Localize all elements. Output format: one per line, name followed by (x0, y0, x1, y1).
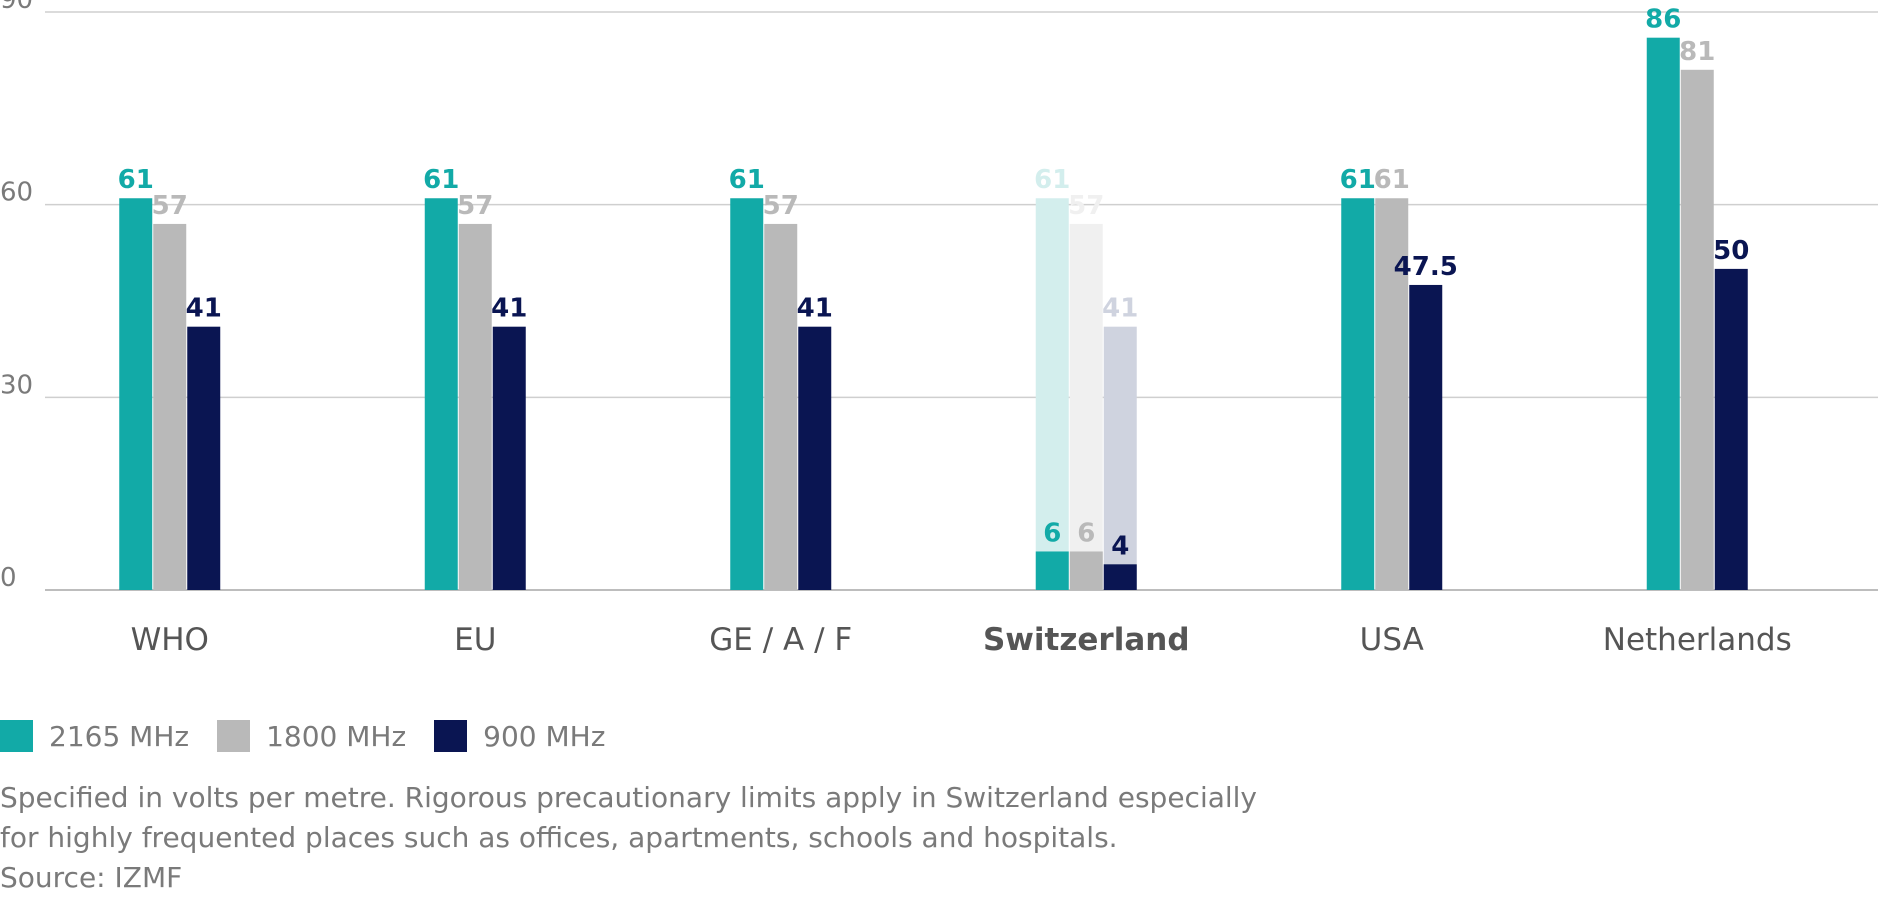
data-label: 61 (729, 165, 765, 195)
bar (492, 326, 526, 590)
legend-label-900: 900 MHz (483, 719, 606, 753)
footnote: Specified in volts per metre. Rigorous p… (0, 778, 1860, 898)
legend-swatch-1800 (217, 720, 251, 752)
legend-label-2165: 2165 MHz (49, 719, 190, 753)
x-category-label: Netherlands (1603, 622, 1792, 658)
precautionary-bar (1069, 551, 1103, 590)
data-label: 61 (118, 165, 154, 195)
bar (458, 223, 492, 590)
y-tick-label: 60 (0, 178, 33, 208)
precautionary-bar (1103, 564, 1137, 590)
data-label: 61 (423, 165, 459, 195)
data-label: 61 (1340, 165, 1376, 195)
precautionary-data-label: 6 (1077, 518, 1095, 548)
x-category-label: WHO (131, 622, 209, 658)
y-tick-label: 90 (0, 0, 33, 15)
data-label: 47.5 (1394, 252, 1458, 282)
y-tick-label: 0 (0, 563, 17, 593)
data-label: 57 (763, 191, 799, 221)
legend-label-1800: 1800 MHz (266, 719, 407, 753)
data-label: 61 (1374, 165, 1410, 195)
data-label: 41 (1102, 294, 1138, 324)
data-label: 61 (1034, 165, 1070, 195)
x-category-label: GE / A / F (709, 622, 852, 658)
legend: 2165 MHz 1800 MHz 900 MHz (0, 718, 633, 754)
data-label: 41 (186, 294, 222, 324)
legend-swatch-900 (434, 720, 468, 752)
bar (1103, 326, 1137, 590)
bar (187, 326, 221, 590)
bar (1341, 198, 1375, 590)
data-label: 57 (152, 191, 188, 221)
bar (798, 326, 832, 590)
legend-item-1800: 1800 MHz (217, 720, 406, 753)
legend-swatch-2165 (0, 720, 33, 752)
data-label: 57 (1068, 191, 1104, 221)
precautionary-data-label: 4 (1111, 531, 1129, 561)
footnote-line-2: for highly frequented places such as off… (0, 821, 1118, 854)
bar (730, 198, 764, 590)
precautionary-data-label: 6 (1043, 518, 1061, 548)
y-tick-label: 30 (0, 370, 33, 400)
bar (1069, 223, 1103, 590)
bar (1680, 69, 1714, 591)
bar (153, 223, 187, 590)
bar (424, 198, 458, 590)
bar (1646, 37, 1680, 590)
precautionary-bar (1035, 551, 1069, 590)
x-category-label: Switzerland (983, 622, 1190, 658)
data-label: 81 (1679, 37, 1715, 67)
data-label: 50 (1713, 236, 1749, 266)
source-note: Source: IZMF (0, 861, 183, 894)
legend-item-2165: 2165 MHz (0, 720, 189, 753)
data-label: 86 (1645, 5, 1681, 35)
bar (1409, 284, 1443, 590)
data-label: 41 (797, 294, 833, 324)
data-label: 41 (491, 294, 527, 324)
legend-item-900: 900 MHz (434, 720, 605, 753)
bar (1714, 268, 1748, 590)
bar (119, 198, 153, 590)
x-category-label: USA (1360, 622, 1424, 658)
bar (1035, 198, 1069, 590)
x-category-label: EU (454, 622, 496, 658)
footnote-line-1: Specified in volts per metre. Rigorous p… (0, 781, 1258, 814)
data-label: 57 (457, 191, 493, 221)
bar (764, 223, 798, 590)
bar (1375, 198, 1409, 590)
